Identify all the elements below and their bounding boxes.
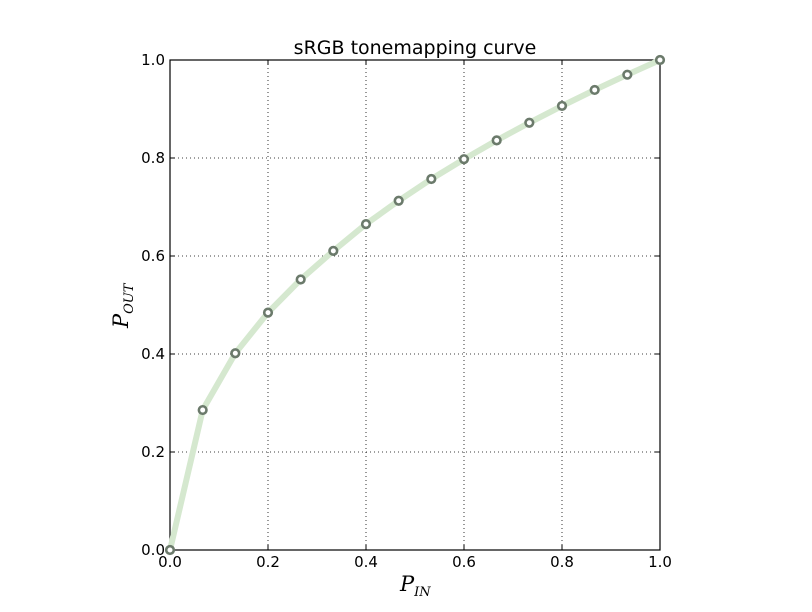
data-point-marker [197,404,208,416]
data-point-marker [230,348,241,359]
data-point-marker [622,69,633,80]
y-tick-label: 0.8 [141,149,165,167]
x-tick-label: 0.8 [550,553,574,571]
data-point-marker [491,135,502,146]
y-tick-label: 0.4 [141,345,165,363]
data-point-marker [295,274,306,285]
grid-lines [170,60,660,550]
data-point-marker [654,54,666,66]
x-tick-label: 1.0 [648,553,672,571]
data-point-marker [556,100,568,112]
y-tick-label: 0.2 [141,443,165,461]
y-axis-label: POUT [109,282,137,329]
data-point-marker [458,154,470,165]
data-point-marker [426,173,437,185]
series-line [167,57,663,553]
data-point-marker [164,544,176,556]
x-tick-label: 0.4 [354,553,378,571]
data-point-marker [524,117,535,128]
axis-ticks [169,59,661,551]
data-point-marker [589,84,600,96]
x-axis-label: PIN [399,572,431,600]
data-point-marker [393,195,404,206]
x-tick-labels: 0.0 0.2 0.4 0.6 0.8 1.0 [158,553,672,571]
y-tick-label: 1.0 [141,51,165,69]
data-point-marker [262,307,274,318]
plot-area-frame [169,59,661,551]
y-tick-label: 0.0 [141,541,165,559]
x-tick-label: 0.0 [158,553,182,571]
x-tick-label: 0.2 [256,553,280,571]
chart-title: sRGB tonemapping curve [294,37,537,59]
y-tick-label: 0.6 [141,247,165,265]
data-point-marker [360,219,372,230]
y-tick-labels: 0.0 0.2 0.4 0.6 0.8 1.0 [141,51,165,559]
data-series [164,54,666,556]
x-tick-label: 0.6 [452,553,476,571]
data-point-marker [328,245,339,257]
